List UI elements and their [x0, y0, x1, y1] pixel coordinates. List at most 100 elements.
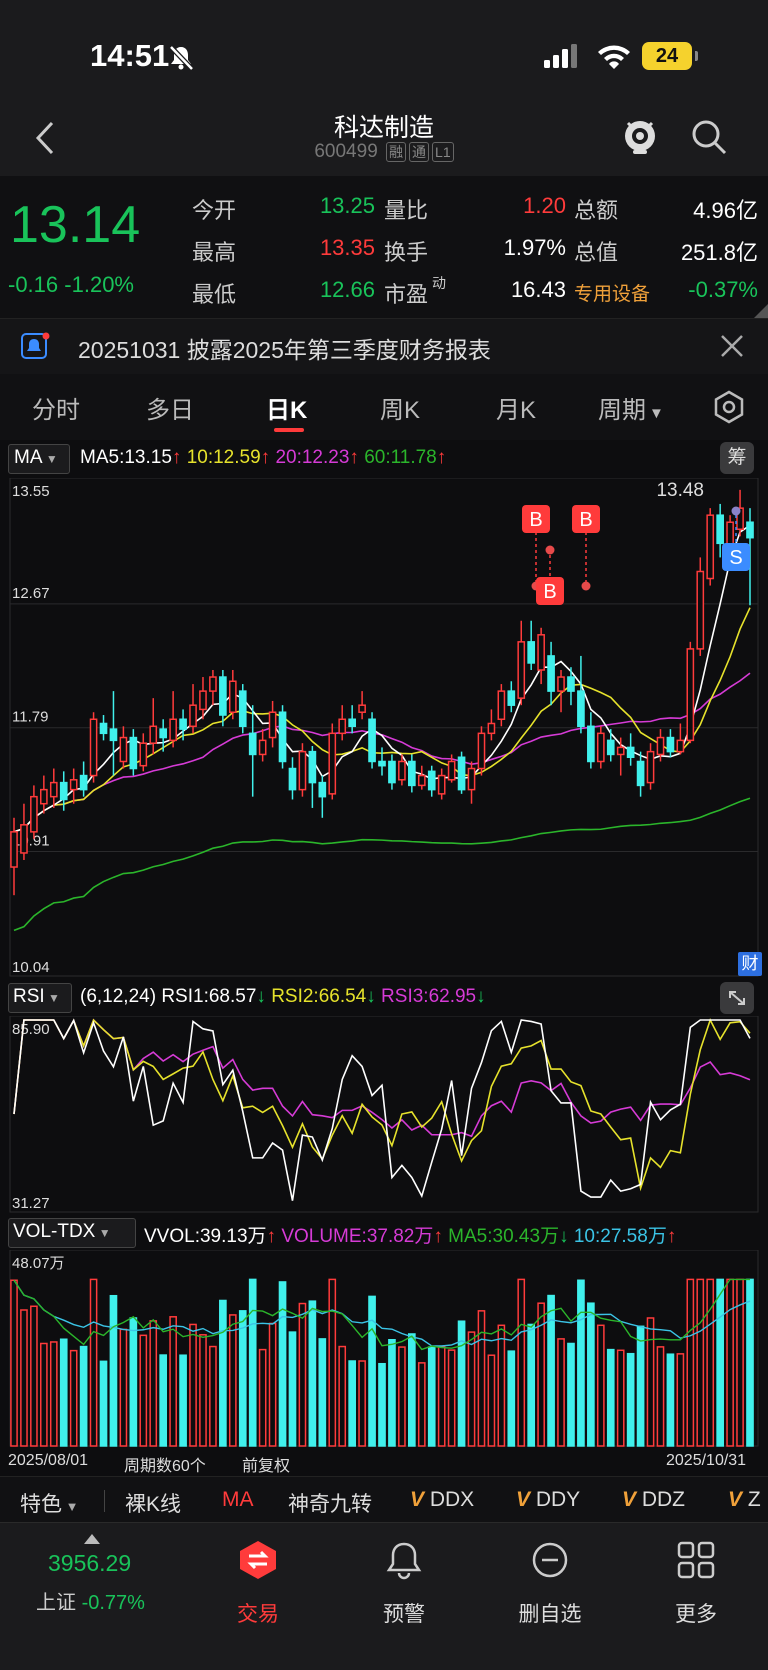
stat-label: 最低 — [192, 282, 237, 307]
volume-bar — [706, 1278, 715, 1447]
volume-bar — [258, 1348, 267, 1447]
volume-bar — [328, 1278, 337, 1447]
connect-tag: 通 — [409, 142, 430, 162]
indicator-z[interactable]: V Z — [728, 1488, 761, 1512]
dock-remove-watchlist[interactable]: 删自选 — [518, 1603, 582, 1626]
stat-value: 16.43 — [510, 277, 566, 302]
down-arrow-icon: ↓ — [366, 986, 376, 1007]
rsi-selector[interactable] — [8, 983, 72, 1013]
announcement-bar[interactable] — [0, 318, 768, 376]
indicator-ddx[interactable]: V DDX — [410, 1488, 474, 1512]
candle-body — [636, 760, 645, 787]
down-arrow-icon: ↓ — [256, 986, 266, 1007]
chart-frame — [9, 478, 759, 977]
candle-body — [706, 514, 715, 580]
candle-body — [109, 728, 118, 742]
signal-badge-label: B — [529, 509, 542, 531]
volume-bar — [109, 1294, 118, 1447]
volume-bar — [368, 1295, 376, 1447]
volume-bar — [69, 1349, 78, 1447]
tab-intraday[interactable]: 分时 — [32, 397, 80, 424]
tab-monthly-k[interactable]: 月K — [496, 397, 537, 424]
indicator-ddy-label: DDY — [535, 1488, 581, 1511]
tab-weekly-k[interactable]: 周K — [380, 397, 421, 424]
ma-selector-text: MA — [14, 447, 43, 468]
volume-bar — [79, 1345, 88, 1447]
trade-icon[interactable] — [238, 1540, 278, 1580]
back-arrow-icon[interactable] — [30, 118, 60, 158]
active-tab-indicator — [274, 428, 304, 432]
ma-selector[interactable] — [8, 444, 70, 474]
assistant-bot-icon[interactable] — [620, 114, 660, 156]
chip-distribution-button[interactable]: 筹 — [720, 442, 754, 474]
index-row[interactable]: 上证 -0.77% — [36, 1586, 145, 1615]
indicator-ddz[interactable]: V DDZ — [622, 1488, 685, 1512]
volume-bar — [746, 1278, 754, 1447]
divider — [104, 1490, 105, 1512]
candle-body — [328, 732, 337, 795]
volume-bar — [616, 1349, 625, 1447]
rsi-chart[interactable]: 85.90 31.27 — [0, 1016, 768, 1216]
expand-icon[interactable] — [720, 982, 754, 1014]
remove-watchlist-icon[interactable] — [530, 1540, 570, 1580]
candle-body — [398, 760, 406, 781]
candle-body — [577, 690, 585, 728]
candle-body — [288, 767, 297, 791]
indicator-ma[interactable]: MA — [222, 1488, 254, 1511]
down-arrow-icon: ↓ — [476, 986, 486, 1007]
volume-bar — [517, 1278, 526, 1447]
rsi-params: (6,12,24) — [80, 986, 157, 1007]
indicator-naked-k[interactable]: 裸K线 — [125, 1493, 182, 1516]
level1-tag: L1 — [432, 142, 454, 162]
volume-bar — [338, 1345, 347, 1447]
tab-period[interactable]: 周期 ▼ — [598, 390, 664, 425]
candle-body — [497, 690, 506, 721]
stat-value: 1.97% — [503, 235, 566, 260]
candle-body — [89, 718, 98, 777]
dock-trade[interactable]: 交易 — [237, 1603, 279, 1626]
alert-bell-icon[interactable] — [384, 1540, 424, 1580]
dock-alert[interactable]: 预警 — [383, 1603, 425, 1626]
announcement-text: 20251031 披露2025年第三季度财务报表 — [78, 337, 491, 363]
indicator-ddy[interactable]: V DDY — [516, 1488, 580, 1512]
volume-bar — [577, 1279, 585, 1447]
volume-bar — [537, 1302, 545, 1447]
volume-bar — [219, 1299, 227, 1447]
candle-body — [388, 760, 396, 784]
dock-more[interactable]: 更多 — [675, 1603, 717, 1626]
caret-down-icon: ▼ — [95, 1226, 111, 1240]
candle-body — [686, 648, 695, 742]
volume-bar — [388, 1339, 396, 1447]
indicator-td9[interactable]: 神奇九转 — [288, 1493, 372, 1516]
tab-multi-day[interactable]: 多日 — [146, 397, 194, 424]
signal-dot — [731, 506, 741, 516]
caret-up-icon[interactable] — [84, 1534, 100, 1544]
signal-badge — [722, 543, 750, 571]
vol-selector[interactable] — [8, 1218, 136, 1248]
close-icon[interactable] — [718, 332, 746, 360]
signal-icon — [544, 44, 577, 68]
more-grid-icon[interactable] — [676, 1540, 716, 1580]
financials-button[interactable]: 财 — [738, 952, 762, 976]
current-price: 13.14 — [10, 196, 141, 254]
volume-bar — [348, 1360, 356, 1447]
volume-bar — [139, 1334, 148, 1447]
candle-body — [408, 760, 416, 787]
rsi3-line — [13, 1018, 751, 1138]
tab-daily-k[interactable]: 日K — [266, 397, 308, 424]
search-icon[interactable] — [690, 118, 728, 156]
volume-chart[interactable]: 48.07万 — [0, 1250, 768, 1448]
rsi-selector-text: RSI — [13, 986, 45, 1007]
volume-bar — [179, 1354, 187, 1447]
indicator-featured[interactable]: 特色 ▼ — [20, 1488, 78, 1518]
candle-body — [537, 634, 545, 671]
index-value[interactable]: 3956.29 — [48, 1550, 132, 1576]
settings-hexagon-icon[interactable] — [712, 390, 746, 424]
ma20-value: 20:12.23 — [275, 447, 350, 468]
indicator-ddz-label: DDZ — [641, 1488, 686, 1511]
signal-dot — [545, 545, 555, 555]
candle-body — [20, 824, 28, 854]
caret-down-icon: ▼ — [649, 405, 664, 422]
volume-bar — [398, 1346, 406, 1447]
